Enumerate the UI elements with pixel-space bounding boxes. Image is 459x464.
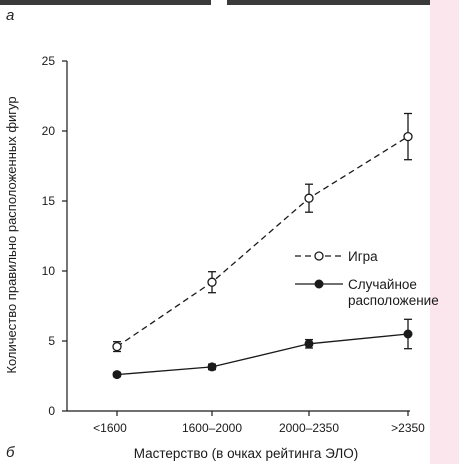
x-tick-label: >2350 bbox=[391, 421, 425, 435]
legend-label-game: Игра bbox=[348, 249, 378, 264]
top-rule-right bbox=[227, 0, 430, 5]
chart-series bbox=[112, 112, 413, 380]
legend-marker-open bbox=[314, 251, 324, 261]
y-axis-label: Количество правильно расположенных фигур bbox=[4, 96, 19, 373]
top-rule-left bbox=[0, 0, 211, 5]
y-tick-label: 0 bbox=[48, 404, 55, 418]
data-point bbox=[112, 370, 122, 380]
legend-label-random: Случайное расположение bbox=[348, 277, 439, 308]
data-point bbox=[304, 193, 314, 203]
data-point bbox=[403, 131, 413, 142]
y-tick-label: 5 bbox=[48, 334, 55, 348]
chart-legend: Игра Случайное расположение bbox=[295, 249, 439, 308]
data-point bbox=[304, 339, 314, 349]
series-1 bbox=[112, 112, 413, 353]
y-tick-label: 10 bbox=[42, 264, 56, 278]
panel-label-a: а bbox=[6, 7, 15, 24]
data-point bbox=[403, 329, 413, 339]
panel-label-b: б bbox=[6, 444, 15, 461]
side-strip bbox=[430, 0, 459, 464]
y-tick-label: 25 bbox=[42, 54, 56, 68]
x-tick-label: <1600 bbox=[93, 421, 127, 435]
y-tick-label: 20 bbox=[42, 124, 56, 138]
series-line bbox=[116, 136, 409, 348]
legend-marker-filled bbox=[314, 279, 324, 289]
series-2 bbox=[112, 318, 413, 380]
chart-axes: 0 5 10 15 20 25 <1600 1600–2000 2000–2350 >2350 bbox=[42, 54, 426, 435]
data-point bbox=[207, 362, 217, 372]
x-tick-label: 1600–2000 bbox=[182, 421, 242, 435]
y-tick-label: 15 bbox=[42, 194, 56, 208]
series-line bbox=[116, 333, 409, 376]
x-tick-label: 2000–2350 bbox=[279, 421, 339, 435]
data-point bbox=[112, 341, 122, 352]
data-point bbox=[207, 277, 217, 287]
x-axis-label: Мастерство (в очках рейтинга ЭЛО) bbox=[134, 446, 359, 461]
